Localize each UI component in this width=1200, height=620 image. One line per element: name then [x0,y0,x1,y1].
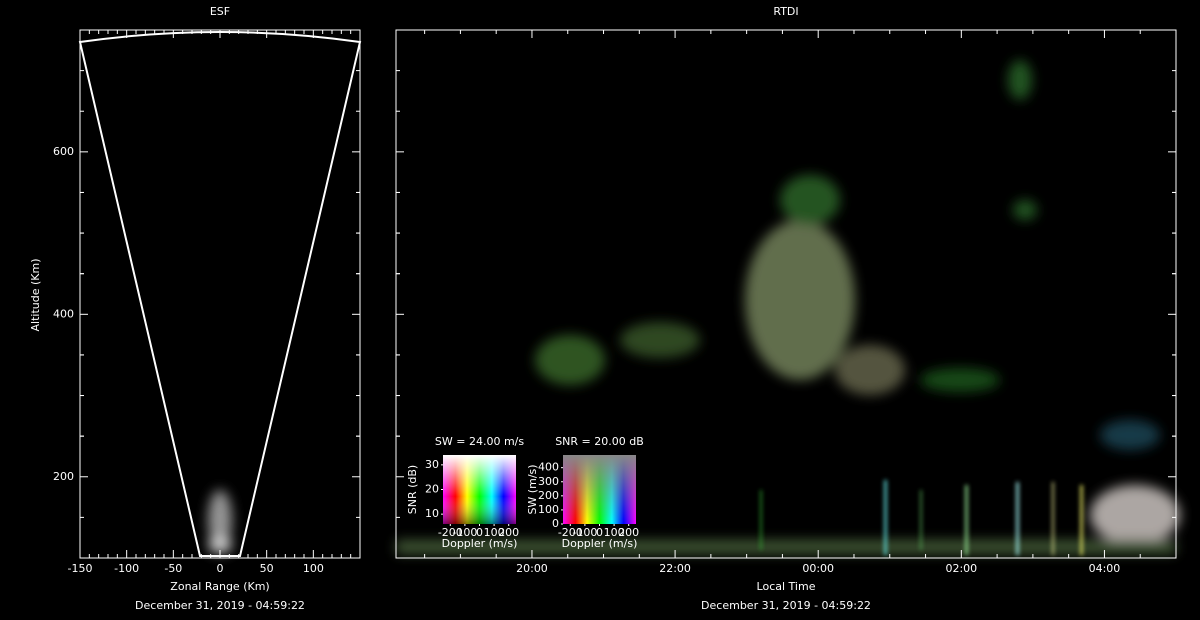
legend-x-tick-label: 200 [618,526,639,539]
legend-x-tick-label: -200 [438,526,463,539]
legend-x-label: Doppler (m/s) [442,537,518,550]
legend-y-tick-label: 30 [425,458,439,471]
legend-x-tick-label: 100 [484,526,505,539]
x-tick-label: 100 [303,562,324,575]
legend-y-tick-label: 400 [538,461,559,474]
x-tick-label: 22:00 [659,562,691,575]
rtdi-echoes [208,60,1180,554]
panel-title: RTDI [773,5,798,18]
x-axis-label: Zonal Range (Km) [170,580,269,593]
x-tick-label: 00:00 [802,562,834,575]
legend-x-tick-label: 0 [476,526,483,539]
legend-x-label: Doppler (m/s) [562,537,638,550]
legend-x-tick-label: -100 [452,526,477,539]
x-tick-label: 50 [260,562,274,575]
legend-x-tick-label: 0 [596,526,603,539]
x-tick-label: -150 [68,562,93,575]
legend-y-tick-label: 10 [425,507,439,520]
x-tick-label: -100 [114,562,139,575]
legend-x-tick-label: -200 [558,526,583,539]
y-tick-label: 400 [53,307,74,320]
caption: December 31, 2019 - 04:59:22 [701,599,871,612]
legend-y-tick-label: 200 [538,489,559,502]
x-axis-label: Local Time [757,580,816,593]
y-axis-label: Altitude (Km) [29,259,42,332]
legend-y-label: SW (m/s) [526,464,539,514]
legend-y-tick-label: 300 [538,475,559,488]
x-tick-label: 0 [217,562,224,575]
legend-x-tick-label: -100 [572,526,597,539]
legend-y-tick-label: 0 [552,517,559,530]
y-tick-label: 200 [53,470,74,483]
panel-title: ESF [210,5,230,18]
x-tick-label: 02:00 [945,562,977,575]
legend-fade [443,455,516,524]
y-tick-label: 600 [53,145,74,158]
legend-y-tick-label: 100 [538,503,559,516]
legend-fade [563,455,636,524]
x-tick-label: 04:00 [1089,562,1121,575]
legend-title: SW = 24.00 m/s [435,435,524,448]
rtdi-streaks [760,480,1083,555]
plot-frame [395,29,1177,559]
caption: December 31, 2019 - 04:59:22 [135,599,305,612]
x-tick-label: -50 [164,562,182,575]
legend-x-tick-label: 200 [498,526,519,539]
legend-y-label: SNR (dB) [406,465,419,514]
color-legend: SNR = 20.00 dB Doppler (m/s) SW (m/s) -200-… [526,435,644,550]
plot-frame [79,29,361,559]
color-legend: SW = 24.00 m/s Doppler (m/s) SNR (dB) -200-… [406,435,524,550]
legend-y-tick-label: 20 [425,483,439,496]
legend-title: SNR = 20.00 dB [555,435,644,448]
x-tick-label: 20:00 [516,562,548,575]
legend-x-tick-label: 100 [604,526,625,539]
beam-sector [78,31,362,557]
